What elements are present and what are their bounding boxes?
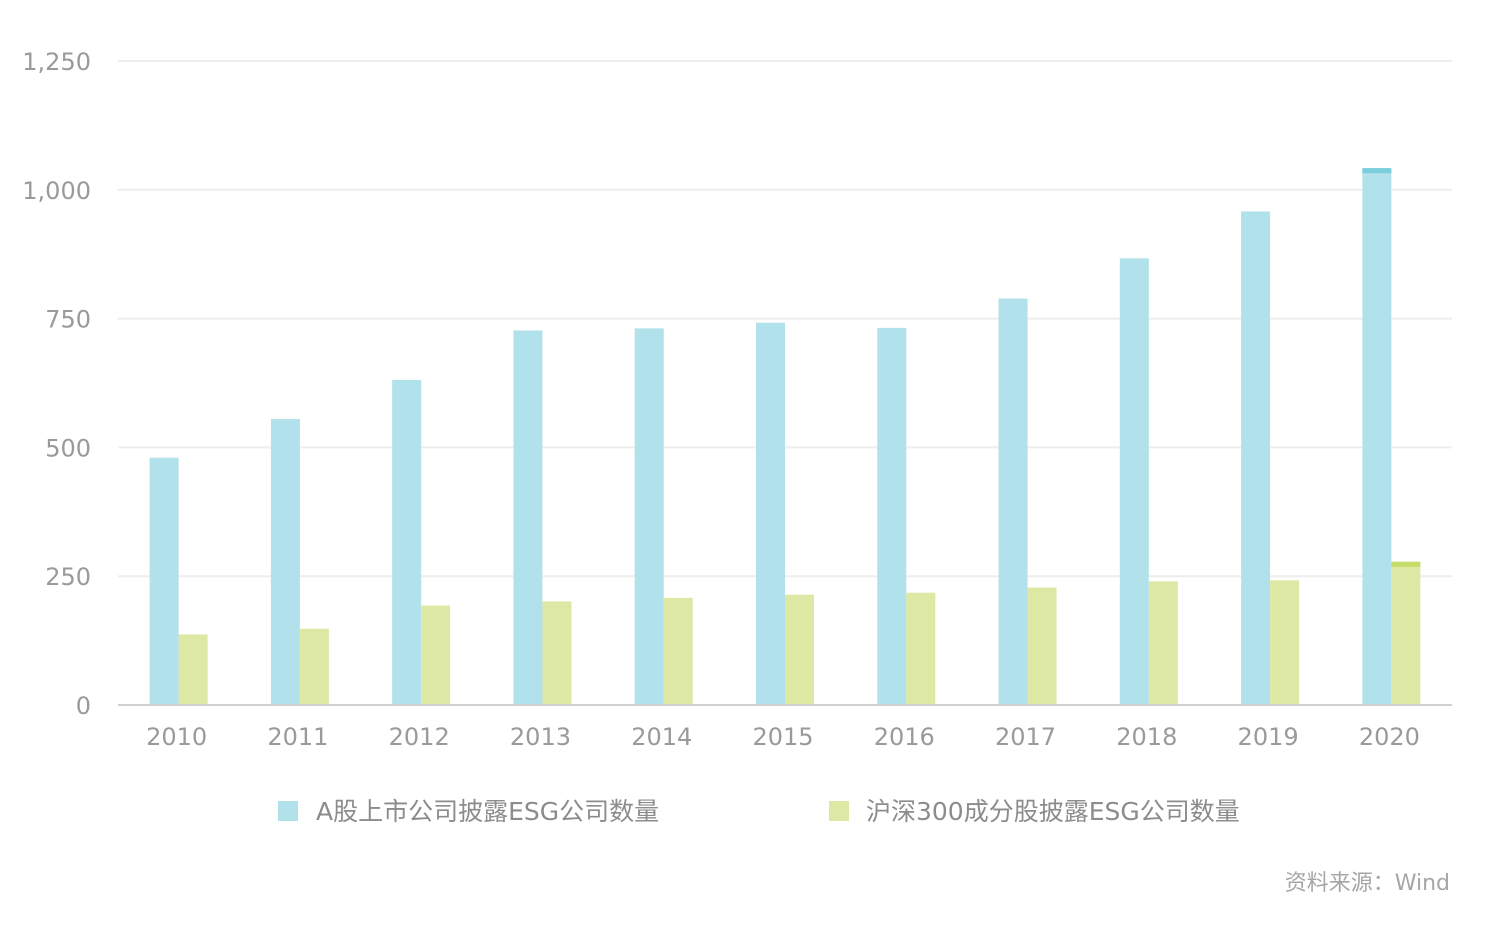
bar-highlight-2020	[1391, 561, 1421, 567]
bar-csi300-2013	[542, 601, 572, 705]
x-axis-ticks: 2010 2011 2012 2013 2014 2015 2016 2017 2018 2019…	[146, 723, 1420, 751]
bar-a-share-2019	[1241, 211, 1271, 705]
y-tick-label: 500	[45, 434, 91, 462]
x-tick-label: 2016	[874, 723, 935, 751]
bar-a-share-2012	[392, 379, 422, 705]
y-tick-label: 1,000	[22, 177, 91, 205]
y-tick-label: 1,250	[22, 48, 91, 76]
bars	[149, 168, 1421, 705]
legend-swatch	[278, 801, 298, 821]
x-tick-label: 2019	[1238, 723, 1299, 751]
bar-csi300-2010	[178, 634, 208, 705]
y-tick-label: 250	[45, 563, 91, 591]
bar-csi300-2012	[421, 605, 451, 705]
legend-swatch	[829, 801, 849, 821]
y-axis-ticks: 0 250 500 750 1,000 1,250	[22, 48, 91, 720]
legend-label: 沪深300成分股披露ESG公司数量	[866, 797, 1240, 826]
x-tick-label: 2011	[267, 723, 328, 751]
x-tick-label: 2015	[752, 723, 813, 751]
x-tick-label: 2017	[995, 723, 1056, 751]
bar-csi300-2011	[299, 628, 329, 705]
bar-csi300-2014	[663, 597, 693, 705]
gridlines	[118, 60, 1452, 578]
bar-csi300-2019	[1270, 580, 1300, 705]
legend-label: A股上市公司披露ESG公司数量	[316, 797, 659, 826]
bar-csi300-2017	[1027, 587, 1057, 705]
bar-a-share-2011	[270, 419, 300, 705]
y-tick-label: 0	[76, 692, 91, 720]
bar-csi300-2020	[1391, 561, 1421, 705]
bar-a-share-2020	[1362, 168, 1392, 705]
bar-csi300-2015	[785, 594, 814, 705]
x-tick-label: 2020	[1359, 723, 1420, 751]
x-tick-label: 2014	[631, 723, 692, 751]
x-tick-label: 2013	[510, 723, 571, 751]
bar-csi300-2016	[906, 592, 936, 705]
legend: A股上市公司披露ESG公司数量 沪深300成分股披露ESG公司数量	[278, 797, 1240, 826]
y-tick-label: 750	[45, 306, 91, 334]
x-tick-label: 2012	[389, 723, 450, 751]
bar-a-share-2013	[513, 330, 543, 705]
bar-a-share-2014	[634, 328, 664, 705]
bar-csi300-2018	[1148, 581, 1178, 705]
bar-a-share-2018	[1119, 258, 1149, 705]
bar-a-share-2017	[998, 298, 1028, 705]
bar-a-share-2015	[756, 322, 785, 705]
bar-a-share-2016	[877, 327, 907, 705]
source-note: 资料来源：Wind	[1285, 871, 1450, 896]
bar-a-share-2010	[149, 457, 179, 705]
bar-highlight-2020	[1362, 168, 1392, 174]
x-tick-label: 2010	[146, 723, 207, 751]
x-tick-label: 2018	[1116, 723, 1177, 751]
